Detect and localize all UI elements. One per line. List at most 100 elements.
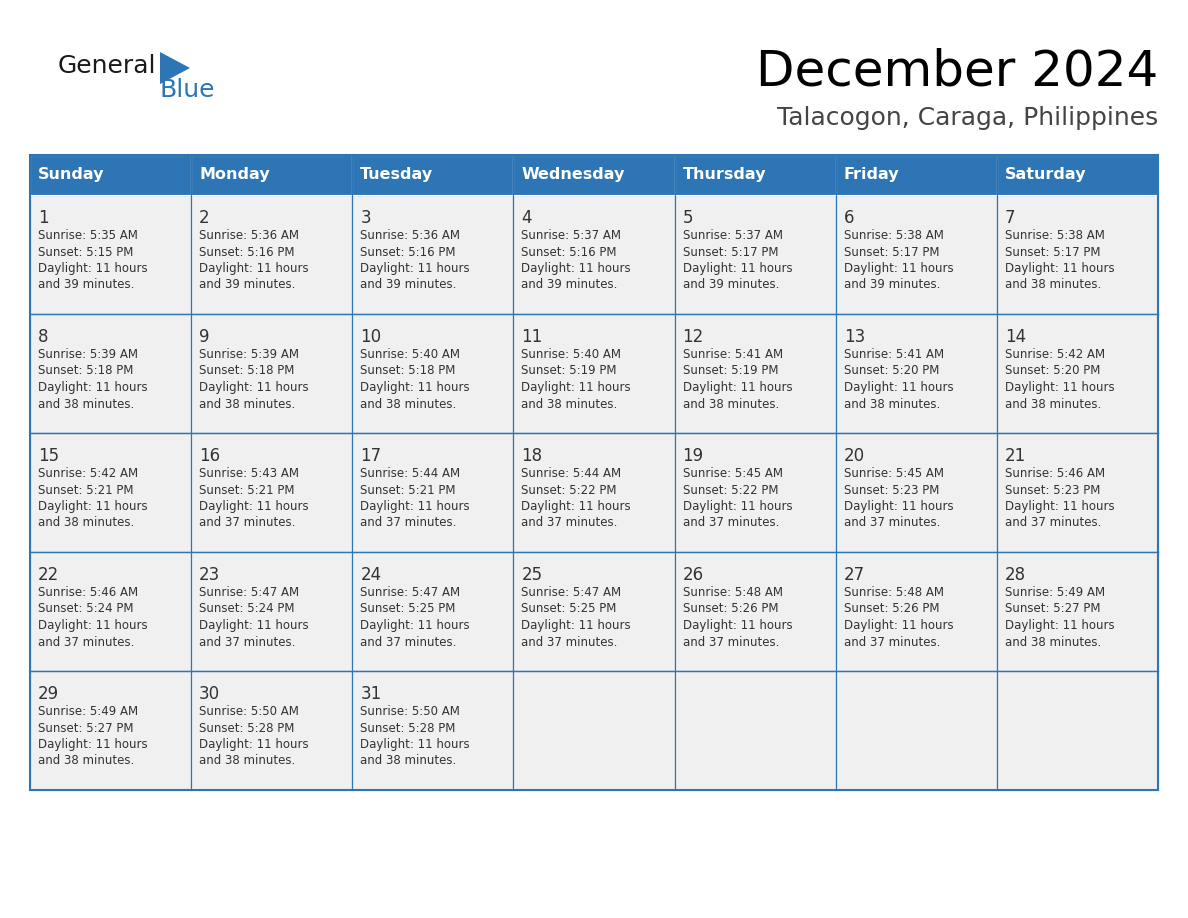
Text: and 38 minutes.: and 38 minutes. [38, 755, 134, 767]
Text: 28: 28 [1005, 566, 1026, 584]
Text: Friday: Friday [843, 167, 899, 183]
Text: and 39 minutes.: and 39 minutes. [200, 278, 296, 292]
Text: General: General [58, 54, 157, 78]
Text: and 39 minutes.: and 39 minutes. [683, 278, 779, 292]
Text: 24: 24 [360, 566, 381, 584]
Text: Daylight: 11 hours: Daylight: 11 hours [843, 262, 953, 275]
Text: 9: 9 [200, 328, 209, 346]
Text: 16: 16 [200, 447, 220, 465]
Text: Sunrise: 5:45 AM: Sunrise: 5:45 AM [843, 467, 943, 480]
Bar [513, 155, 675, 195]
Text: Sunset: 5:26 PM: Sunset: 5:26 PM [843, 602, 940, 615]
Text: Daylight: 11 hours: Daylight: 11 hours [683, 500, 792, 513]
Text: 2: 2 [200, 209, 210, 227]
Bar [835, 433, 997, 552]
Text: Sunset: 5:20 PM: Sunset: 5:20 PM [843, 364, 939, 377]
Text: Sunrise: 5:36 AM: Sunrise: 5:36 AM [200, 229, 299, 242]
Bar [353, 155, 513, 195]
Text: Sunset: 5:28 PM: Sunset: 5:28 PM [200, 722, 295, 734]
Text: Sunrise: 5:46 AM: Sunrise: 5:46 AM [1005, 467, 1105, 480]
Text: and 38 minutes.: and 38 minutes. [38, 517, 134, 530]
Bar [513, 433, 675, 552]
Text: Daylight: 11 hours: Daylight: 11 hours [38, 262, 147, 275]
Text: Daylight: 11 hours: Daylight: 11 hours [200, 381, 309, 394]
Bar [675, 195, 835, 314]
Bar [30, 552, 191, 671]
Text: and 37 minutes.: and 37 minutes. [1005, 517, 1101, 530]
Bar [30, 155, 1158, 790]
Bar [353, 552, 513, 671]
Text: and 38 minutes.: and 38 minutes. [683, 397, 779, 410]
Text: 3: 3 [360, 209, 371, 227]
Bar [997, 155, 1158, 195]
Text: 19: 19 [683, 447, 703, 465]
Bar [835, 552, 997, 671]
Text: Daylight: 11 hours: Daylight: 11 hours [522, 619, 631, 632]
Text: Sunset: 5:22 PM: Sunset: 5:22 PM [522, 484, 617, 497]
Text: Sunset: 5:21 PM: Sunset: 5:21 PM [360, 484, 456, 497]
Bar [835, 314, 997, 433]
Text: Sunset: 5:16 PM: Sunset: 5:16 PM [200, 245, 295, 259]
Bar [513, 195, 675, 314]
Text: Sunset: 5:17 PM: Sunset: 5:17 PM [683, 245, 778, 259]
Text: Daylight: 11 hours: Daylight: 11 hours [200, 500, 309, 513]
Text: Sunset: 5:24 PM: Sunset: 5:24 PM [200, 602, 295, 615]
Text: Sunset: 5:17 PM: Sunset: 5:17 PM [843, 245, 940, 259]
Bar [675, 671, 835, 790]
Text: Sunset: 5:24 PM: Sunset: 5:24 PM [38, 602, 133, 615]
Text: Daylight: 11 hours: Daylight: 11 hours [200, 262, 309, 275]
Text: 8: 8 [38, 328, 49, 346]
Bar [353, 314, 513, 433]
Text: 25: 25 [522, 566, 543, 584]
Text: Sunrise: 5:37 AM: Sunrise: 5:37 AM [522, 229, 621, 242]
Text: 6: 6 [843, 209, 854, 227]
Text: December 2024: December 2024 [756, 48, 1158, 96]
Text: Sunrise: 5:50 AM: Sunrise: 5:50 AM [360, 705, 460, 718]
Text: Sunset: 5:22 PM: Sunset: 5:22 PM [683, 484, 778, 497]
Text: Sunrise: 5:42 AM: Sunrise: 5:42 AM [1005, 348, 1105, 361]
Text: Daylight: 11 hours: Daylight: 11 hours [38, 381, 147, 394]
Text: and 38 minutes.: and 38 minutes. [360, 755, 456, 767]
Text: 31: 31 [360, 685, 381, 703]
Text: 30: 30 [200, 685, 220, 703]
Text: Daylight: 11 hours: Daylight: 11 hours [522, 262, 631, 275]
Text: Sunset: 5:19 PM: Sunset: 5:19 PM [683, 364, 778, 377]
Text: Tuesday: Tuesday [360, 167, 434, 183]
Text: Monday: Monday [200, 167, 270, 183]
Text: 27: 27 [843, 566, 865, 584]
Text: Sunrise: 5:41 AM: Sunrise: 5:41 AM [683, 348, 783, 361]
Bar [513, 552, 675, 671]
Text: Sunrise: 5:40 AM: Sunrise: 5:40 AM [522, 348, 621, 361]
Text: and 37 minutes.: and 37 minutes. [360, 635, 456, 648]
Text: 23: 23 [200, 566, 221, 584]
Text: Sunrise: 5:47 AM: Sunrise: 5:47 AM [522, 586, 621, 599]
Text: Daylight: 11 hours: Daylight: 11 hours [1005, 619, 1114, 632]
Text: Daylight: 11 hours: Daylight: 11 hours [360, 738, 470, 751]
Text: Sunset: 5:18 PM: Sunset: 5:18 PM [200, 364, 295, 377]
Text: Sunset: 5:27 PM: Sunset: 5:27 PM [1005, 602, 1100, 615]
Text: Sunrise: 5:44 AM: Sunrise: 5:44 AM [360, 467, 461, 480]
Text: Sunrise: 5:50 AM: Sunrise: 5:50 AM [200, 705, 299, 718]
Text: 12: 12 [683, 328, 703, 346]
Text: and 38 minutes.: and 38 minutes. [38, 397, 134, 410]
Bar [353, 195, 513, 314]
Text: Sunrise: 5:41 AM: Sunrise: 5:41 AM [843, 348, 943, 361]
Text: Sunset: 5:27 PM: Sunset: 5:27 PM [38, 722, 133, 734]
Text: and 39 minutes.: and 39 minutes. [360, 278, 456, 292]
Text: Sunset: 5:21 PM: Sunset: 5:21 PM [200, 484, 295, 497]
Bar [835, 671, 997, 790]
Text: Sunrise: 5:49 AM: Sunrise: 5:49 AM [38, 705, 138, 718]
Text: Daylight: 11 hours: Daylight: 11 hours [683, 262, 792, 275]
Text: Sunset: 5:16 PM: Sunset: 5:16 PM [360, 245, 456, 259]
Text: 18: 18 [522, 447, 543, 465]
Text: Sunrise: 5:49 AM: Sunrise: 5:49 AM [1005, 586, 1105, 599]
Bar [30, 195, 191, 314]
Text: and 37 minutes.: and 37 minutes. [522, 517, 618, 530]
Text: 7: 7 [1005, 209, 1016, 227]
Bar [191, 314, 353, 433]
Text: and 37 minutes.: and 37 minutes. [360, 517, 456, 530]
Bar [30, 433, 191, 552]
Bar [353, 433, 513, 552]
Text: and 39 minutes.: and 39 minutes. [38, 278, 134, 292]
Text: 14: 14 [1005, 328, 1026, 346]
